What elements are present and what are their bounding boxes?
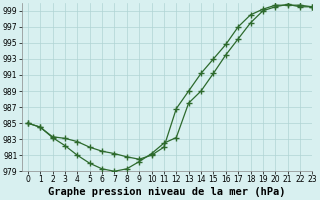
X-axis label: Graphe pression niveau de la mer (hPa): Graphe pression niveau de la mer (hPa) (48, 187, 286, 197)
